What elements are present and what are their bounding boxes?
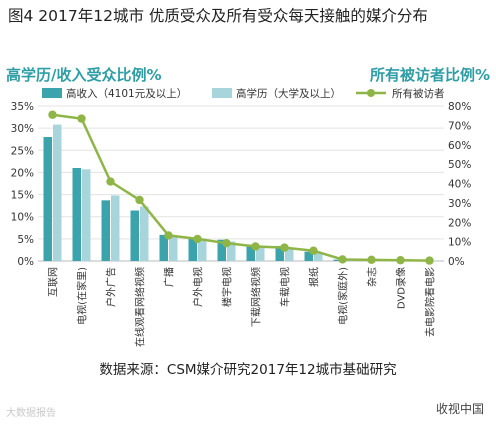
bar-edu — [256, 245, 265, 261]
category-label: 去电影院看电影 — [424, 267, 437, 337]
line-point — [251, 242, 260, 251]
line-point — [193, 234, 202, 244]
category-label: 户外广告 — [105, 267, 118, 307]
bar-edu — [140, 206, 149, 261]
left-axis-ticks: 0% 5% 10% 15% 20% 25% 30% 35% — [11, 101, 34, 268]
line-point — [280, 243, 289, 252]
bar-income — [217, 239, 226, 261]
left-tick-label: 15% — [11, 190, 34, 202]
line-point — [396, 256, 405, 265]
line-point — [48, 110, 57, 119]
bar-income — [333, 259, 342, 261]
right-tick-label: 60% — [448, 140, 471, 152]
category-label: 电视(在家里) — [76, 267, 89, 325]
left-tick-label: 30% — [11, 123, 34, 135]
line-all-respondents — [52, 113, 430, 262]
category-labels: 互联网 电视(在家里) 户外广告 在线观看网络视频 广播 户外电视 楼宇电视 下载网络视频 车载… — [48, 267, 437, 347]
left-tick-label: 20% — [11, 167, 34, 179]
line-point — [135, 195, 144, 205]
right-tick-label: 70% — [448, 120, 471, 132]
bar-income — [130, 210, 139, 261]
bar-edu — [285, 247, 294, 261]
bar-edu — [198, 238, 207, 261]
legend-label-income: 高收入（4101元及以上） — [66, 87, 187, 100]
legend-swatch-income — [42, 88, 62, 98]
category-label: 下载网络视频 — [250, 267, 263, 327]
left-tick-label: 5% — [17, 234, 34, 246]
line-point — [77, 114, 86, 123]
bar-edu — [227, 241, 236, 261]
bar-income — [246, 244, 255, 261]
legend: 高收入（4101元及以上） 高学历（大学及以上） 所有被访者 — [42, 87, 445, 100]
watermark-right: 收视中国 — [435, 402, 484, 416]
category-label: 车载电视 — [279, 267, 292, 307]
legend-label-edu: 高学历（大学及以上） — [236, 87, 341, 100]
bar-income — [159, 234, 168, 261]
legend-marker-all — [367, 89, 375, 97]
legend-swatch-edu — [212, 88, 232, 98]
source-note: 数据来源：CSM媒介研究2017年12城市基础研究 — [99, 362, 397, 378]
watermark-left: 大数据报告 — [6, 408, 56, 419]
category-label: 户外电视 — [192, 267, 205, 307]
bars — [43, 124, 439, 261]
right-tick-label: 0% — [448, 256, 465, 268]
bar-edu — [111, 195, 120, 261]
left-tick-label: 10% — [11, 212, 34, 224]
line-point — [106, 177, 115, 186]
right-tick-label: 20% — [448, 217, 471, 229]
right-tick-label: 80% — [448, 101, 471, 113]
category-label: 广播 — [163, 267, 176, 287]
line-point — [338, 255, 347, 264]
category-label: 互联网 — [48, 267, 60, 297]
bar-edu — [169, 236, 178, 261]
line-point — [222, 238, 231, 248]
right-tick-label: 50% — [448, 159, 471, 171]
bar-income — [72, 168, 81, 261]
right-tick-label: 40% — [448, 179, 471, 191]
category-label: 在线观看网络视频 — [134, 267, 147, 347]
grid-lines — [38, 105, 444, 262]
page-title: 图4 2017年12城市 优质受众及所有受众每天接触的媒介分布 — [8, 7, 428, 25]
line-point — [367, 255, 376, 265]
bar-edu — [53, 124, 62, 261]
bar-income — [101, 200, 110, 261]
bar-edu — [314, 253, 323, 261]
left-tick-label: 35% — [11, 101, 34, 113]
category-label: DVD录像 — [396, 267, 408, 309]
line-point — [164, 231, 173, 240]
left-tick-label: 0% — [17, 256, 34, 268]
category-label: 杂志 — [366, 267, 379, 287]
category-label: 楼宇电视 — [221, 267, 234, 307]
bar-edu — [82, 169, 91, 261]
left-tick-label: 25% — [11, 145, 34, 157]
line-point — [309, 246, 318, 255]
left-axis-header: 高学历/收入受众比例% — [6, 66, 162, 84]
category-label: 报纸 — [308, 267, 321, 287]
right-tick-label: 10% — [448, 237, 471, 249]
line-point — [425, 256, 434, 265]
line-series — [48, 110, 434, 265]
bar-income — [43, 137, 52, 261]
right-axis-header: 所有被访者比例% — [370, 66, 490, 84]
bar-income — [304, 251, 313, 261]
bar-income — [275, 245, 284, 261]
category-label: 电视(家庭外) — [337, 267, 350, 325]
bar-income — [188, 237, 197, 261]
right-axis-ticks: 0% 10% 20% 30% 40% 50% 60% 70% 80% — [448, 101, 471, 268]
legend-label-all: 所有被访者 — [392, 87, 445, 100]
right-tick-label: 30% — [448, 198, 471, 210]
